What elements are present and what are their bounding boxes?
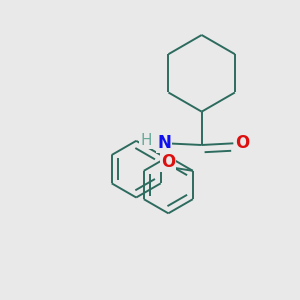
Text: O: O [236, 134, 250, 152]
Text: H: H [140, 133, 152, 148]
Text: O: O [161, 153, 175, 171]
Text: N: N [157, 134, 171, 152]
